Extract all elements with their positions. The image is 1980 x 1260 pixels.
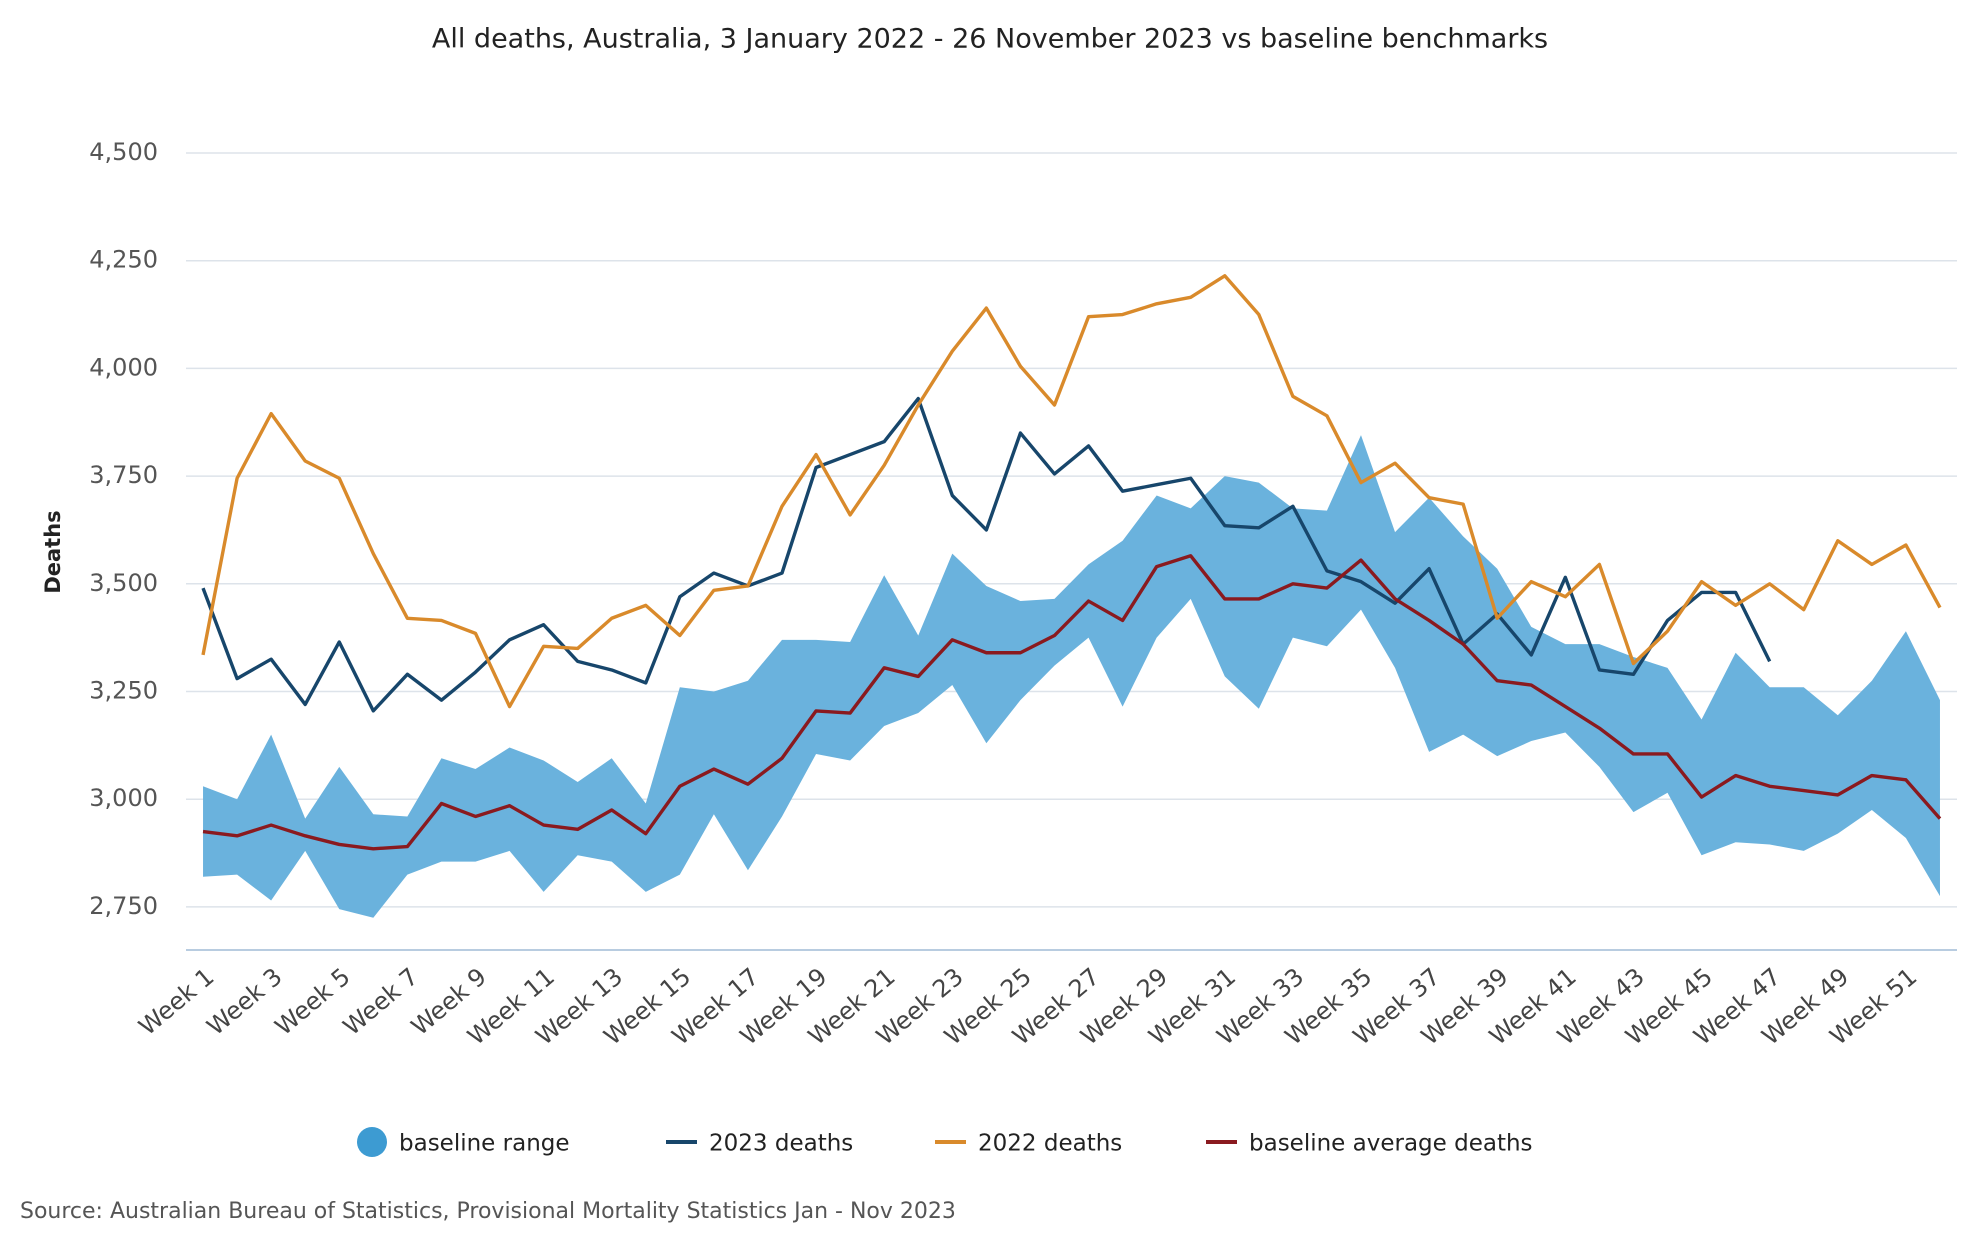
source-note: Source: Australian Bureau of Statistics,…: [20, 1199, 956, 1224]
series-line: [201, 274, 1942, 709]
series-line: [201, 396, 1772, 713]
x-tick-label: Week 7: [338, 963, 424, 1041]
chart-title: All deaths, Australia, 3 January 2022 - …: [432, 24, 1548, 55]
series-line: [202, 554, 1942, 851]
y-axis-label: Deaths: [41, 510, 65, 593]
y-tick-label: 3,500: [89, 569, 158, 597]
baseline-range-area: [203, 435, 1940, 918]
y-tick-label: 4,250: [89, 246, 158, 274]
legend-label: baseline average deaths: [1249, 1131, 1533, 1157]
y-tick-label: 2,750: [89, 892, 158, 920]
legend-label: 2022 deaths: [978, 1131, 1122, 1157]
x-tick-label: Week 1: [133, 963, 219, 1041]
x-tick-label: Week 3: [202, 963, 288, 1041]
y-tick-label: 4,000: [89, 353, 158, 381]
x-tick-label: Week 5: [270, 963, 356, 1041]
legend-label: baseline range: [399, 1131, 570, 1157]
legend-marker: [357, 1127, 387, 1157]
y-tick-label: 3,750: [89, 461, 158, 489]
y-tick-label: 3,250: [89, 677, 158, 705]
y-tick-label: 4,500: [89, 138, 158, 166]
y-tick-label: 3,000: [89, 784, 158, 812]
legend-label: 2023 deaths: [709, 1131, 853, 1157]
